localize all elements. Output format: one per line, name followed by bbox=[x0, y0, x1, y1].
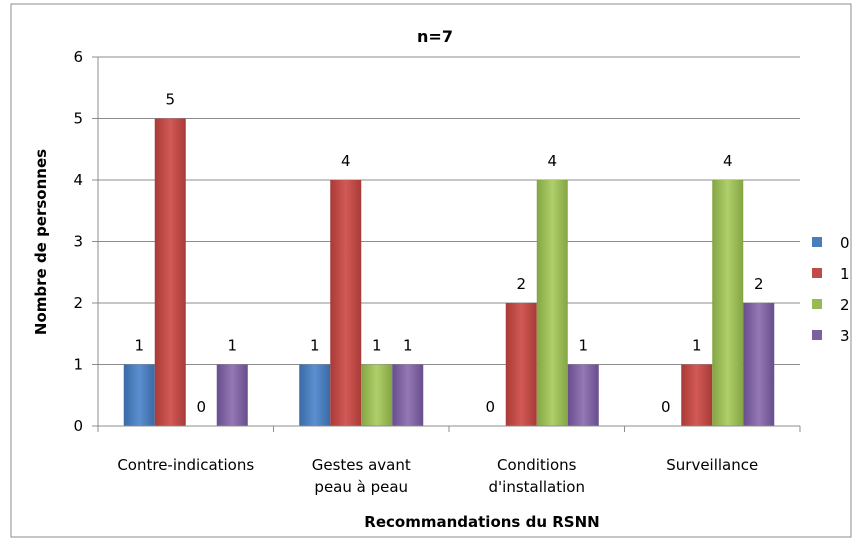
x-category-label: Gestes avant peau à peau bbox=[312, 456, 411, 496]
legend-label: 3 bbox=[840, 327, 850, 345]
data-label: 4 bbox=[341, 152, 351, 170]
data-label: 2 bbox=[516, 275, 526, 293]
legend-swatch bbox=[812, 237, 822, 247]
legend-label: 2 bbox=[840, 296, 850, 314]
bar bbox=[330, 180, 362, 426]
y-axis-label: Nombre de personnes bbox=[32, 149, 50, 335]
bar bbox=[154, 118, 186, 426]
bar bbox=[299, 364, 331, 426]
bar bbox=[681, 364, 713, 426]
chart-title: n=7 bbox=[417, 27, 453, 46]
bar bbox=[567, 364, 599, 426]
data-label: 1 bbox=[227, 337, 237, 355]
bar bbox=[361, 364, 393, 426]
data-label: 1 bbox=[372, 337, 382, 355]
x-category-label: Contre-indications bbox=[117, 456, 254, 474]
y-tick-label: 1 bbox=[73, 356, 83, 374]
y-tick-label: 0 bbox=[73, 417, 83, 435]
bar bbox=[743, 303, 775, 426]
data-label: 1 bbox=[403, 337, 413, 355]
data-label: 0 bbox=[485, 398, 495, 416]
bar bbox=[536, 180, 568, 426]
legend-swatch bbox=[812, 299, 822, 309]
data-label: 2 bbox=[754, 275, 764, 293]
bar bbox=[392, 364, 424, 426]
x-category-label: Surveillance bbox=[666, 456, 758, 474]
bar bbox=[123, 364, 155, 426]
y-tick-label: 5 bbox=[73, 110, 83, 128]
x-category-label: Conditions d'installation bbox=[489, 456, 585, 496]
data-label: 1 bbox=[692, 337, 702, 355]
data-label: 5 bbox=[165, 91, 175, 109]
data-label: 4 bbox=[723, 152, 733, 170]
data-label: 0 bbox=[196, 398, 206, 416]
y-tick-label: 2 bbox=[73, 294, 83, 312]
bar bbox=[712, 180, 744, 426]
legend-label: 1 bbox=[840, 265, 850, 283]
bar bbox=[505, 303, 537, 426]
chart-frame bbox=[10, 3, 852, 538]
legend-swatch bbox=[812, 330, 822, 340]
y-tick-label: 6 bbox=[73, 48, 83, 66]
data-label: 1 bbox=[134, 337, 144, 355]
y-tick-label: 3 bbox=[73, 233, 83, 251]
bar bbox=[216, 364, 248, 426]
x-axis-label: Recommandations du RSNN bbox=[364, 513, 599, 531]
data-label: 1 bbox=[578, 337, 588, 355]
legend-label: 0 bbox=[840, 234, 850, 252]
data-label: 1 bbox=[310, 337, 320, 355]
legend-swatch bbox=[812, 268, 822, 278]
data-label: 4 bbox=[547, 152, 557, 170]
y-tick-label: 4 bbox=[73, 171, 83, 189]
data-label: 0 bbox=[661, 398, 671, 416]
